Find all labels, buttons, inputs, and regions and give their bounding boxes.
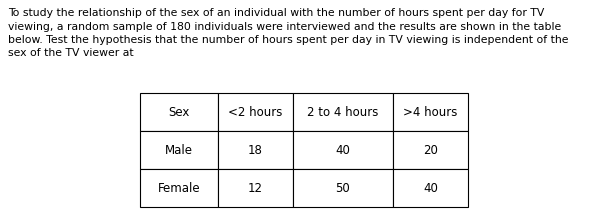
- Bar: [393, 93, 468, 131]
- Text: 40: 40: [336, 143, 350, 156]
- Text: 20: 20: [423, 143, 438, 156]
- Bar: [140, 93, 218, 131]
- Text: 50: 50: [336, 181, 350, 194]
- Bar: [293, 93, 393, 131]
- Text: To study the relationship of the sex of an individual with the number of hours s: To study the relationship of the sex of …: [8, 8, 544, 18]
- Text: 2 to 4 hours: 2 to 4 hours: [307, 105, 379, 118]
- Text: <2 hours: <2 hours: [228, 105, 283, 118]
- Text: Male: Male: [165, 143, 193, 156]
- Text: 12: 12: [248, 181, 263, 194]
- Text: below. Test the hypothesis that the number of hours spent per day in TV viewing : below. Test the hypothesis that the numb…: [8, 35, 568, 45]
- Text: Sex: Sex: [169, 105, 190, 118]
- Bar: [293, 131, 393, 169]
- Bar: [140, 131, 218, 169]
- Bar: [218, 93, 293, 131]
- Text: 18: 18: [248, 143, 263, 156]
- Text: 40: 40: [423, 181, 438, 194]
- Bar: [293, 169, 393, 207]
- Bar: [218, 169, 293, 207]
- Text: >4 hours: >4 hours: [403, 105, 458, 118]
- Bar: [393, 131, 468, 169]
- Bar: [218, 131, 293, 169]
- Bar: [140, 169, 218, 207]
- Text: Female: Female: [158, 181, 201, 194]
- Bar: [393, 169, 468, 207]
- Text: viewing, a random sample of 180 individuals were interviewed and the results are: viewing, a random sample of 180 individu…: [8, 21, 561, 31]
- Text: sex of the TV viewer at: sex of the TV viewer at: [8, 49, 133, 59]
